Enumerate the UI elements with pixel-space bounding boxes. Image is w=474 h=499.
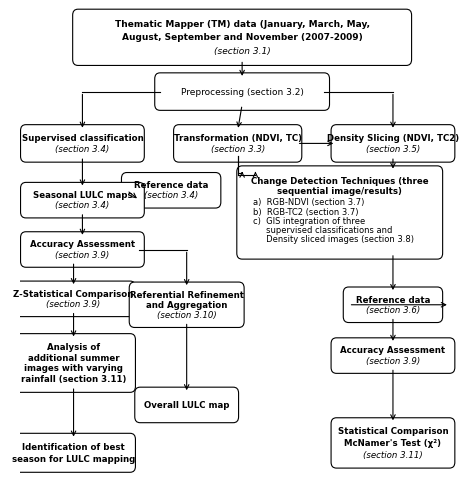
Text: Thematic Mapper (TM) data (January, March, May,: Thematic Mapper (TM) data (January, Marc… [115,20,370,29]
FancyBboxPatch shape [237,166,443,259]
Text: a)  RGB-NDVI (section 3.7): a) RGB-NDVI (section 3.7) [253,199,365,208]
FancyBboxPatch shape [173,125,302,162]
Text: c)  GIS integration of three: c) GIS integration of three [253,217,365,226]
Text: (section 3.11): (section 3.11) [363,451,423,460]
FancyBboxPatch shape [12,433,136,472]
Text: supervised classifications and: supervised classifications and [253,226,392,235]
FancyBboxPatch shape [331,418,455,468]
Text: (section 3.6): (section 3.6) [366,306,420,315]
Text: b)  RGB-TC2 (section 3.7): b) RGB-TC2 (section 3.7) [253,208,359,217]
Text: Analysis of: Analysis of [47,343,100,352]
Text: (section 3.4): (section 3.4) [144,192,198,201]
FancyBboxPatch shape [129,282,244,327]
Text: Accuracy Assessment: Accuracy Assessment [340,346,446,355]
FancyBboxPatch shape [73,9,411,65]
Text: images with varying: images with varying [24,364,123,373]
FancyBboxPatch shape [12,334,136,392]
Text: Supervised classification: Supervised classification [21,134,143,143]
Text: Reference data: Reference data [134,181,209,190]
Text: and Aggregation: and Aggregation [146,301,228,310]
Text: Density sliced images (section 3.8): Density sliced images (section 3.8) [253,235,414,244]
Text: Change Detection Techniques (three: Change Detection Techniques (three [251,177,428,186]
Text: (section 3.5): (section 3.5) [366,145,420,154]
FancyBboxPatch shape [343,287,443,322]
Text: sequential image/results): sequential image/results) [277,187,402,196]
Text: Referential Refinement: Referential Refinement [130,290,244,299]
FancyBboxPatch shape [20,232,144,267]
Text: Transformation (NDVI, TC): Transformation (NDVI, TC) [173,134,301,143]
FancyBboxPatch shape [135,387,238,423]
Text: rainfall (section 3.11): rainfall (section 3.11) [21,375,126,384]
Text: (section 3.9): (section 3.9) [366,357,420,366]
Text: Reference data: Reference data [356,295,430,304]
FancyBboxPatch shape [331,338,455,373]
Text: Density Slicing (NDVI, TC2): Density Slicing (NDVI, TC2) [327,134,459,143]
Text: (section 3.9): (section 3.9) [46,300,100,309]
FancyBboxPatch shape [20,183,144,218]
Text: season for LULC mapping: season for LULC mapping [12,455,135,464]
FancyBboxPatch shape [12,281,136,316]
Text: Overall LULC map: Overall LULC map [144,401,229,410]
FancyBboxPatch shape [331,125,455,162]
Text: Statistical Comparison: Statistical Comparison [337,427,448,436]
Text: (section 3.3): (section 3.3) [210,145,265,154]
Text: Seasonal LULC maps: Seasonal LULC maps [33,191,132,200]
Text: (section 3.9): (section 3.9) [55,250,109,259]
FancyBboxPatch shape [121,173,221,208]
Text: (section 3.10): (section 3.10) [157,311,217,320]
Text: (section 3.4): (section 3.4) [55,201,109,210]
Text: Identification of best: Identification of best [22,443,125,452]
Text: Accuracy Assessment: Accuracy Assessment [30,241,135,250]
Text: (section 3.1): (section 3.1) [214,47,271,56]
Text: Preprocessing (section 3.2): Preprocessing (section 3.2) [181,88,303,97]
Text: additional summer: additional summer [28,354,119,363]
Text: August, September and November (2007-2009): August, September and November (2007-200… [122,33,363,42]
Text: Z-Statistical Comparison: Z-Statistical Comparison [13,290,134,299]
FancyBboxPatch shape [20,125,144,162]
Text: McNamer's Test (χ²): McNamer's Test (χ²) [345,439,441,448]
Text: (section 3.4): (section 3.4) [55,145,109,154]
FancyBboxPatch shape [155,73,329,110]
